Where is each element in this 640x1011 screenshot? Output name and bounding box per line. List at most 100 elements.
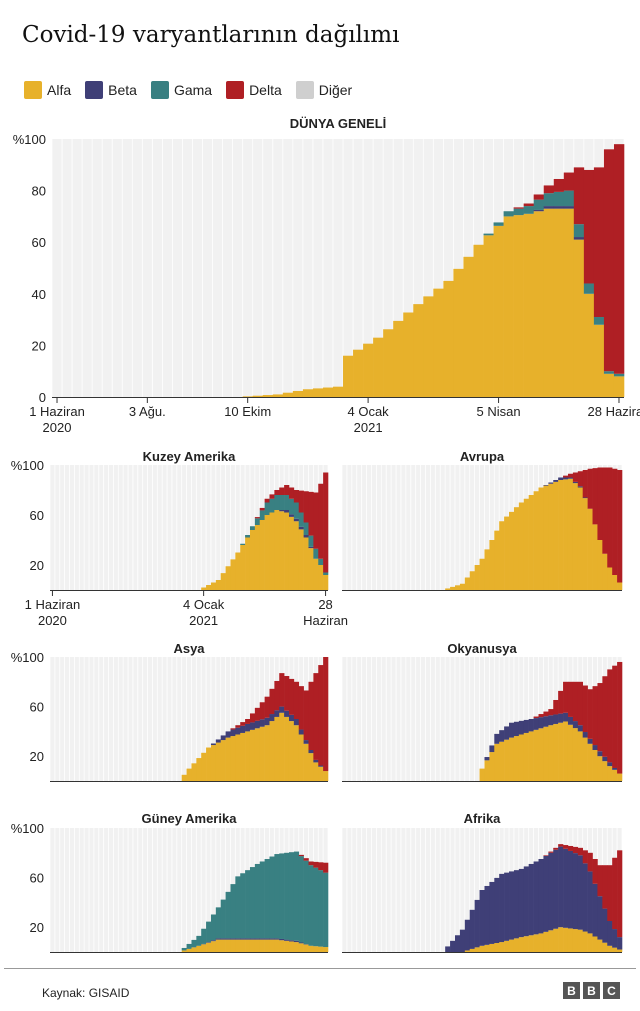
bar-delta <box>563 475 569 478</box>
bar-diger <box>147 828 153 952</box>
bar-beta <box>259 719 265 727</box>
bar-diger <box>453 139 464 397</box>
bar-diger <box>138 828 143 952</box>
bar-gama <box>563 190 575 207</box>
bar-diger <box>55 828 60 952</box>
bar-beta <box>479 890 485 946</box>
bar-diger <box>406 657 411 781</box>
bar-delta <box>303 858 309 861</box>
bar-gama <box>254 863 261 939</box>
bar-diger <box>50 465 55 590</box>
bar-diger <box>84 828 89 952</box>
bar-alfa <box>587 933 593 952</box>
bar-delta <box>587 852 593 872</box>
bar-alfa <box>313 946 319 952</box>
bar-delta <box>230 728 236 730</box>
bar-delta <box>308 491 314 536</box>
bar-diger <box>303 139 313 397</box>
bar-alfa <box>499 942 505 952</box>
x-tick-label: 2021 <box>189 613 218 628</box>
bar-beta <box>504 872 510 941</box>
legend-swatch-beta <box>85 81 104 99</box>
bar-beta <box>215 739 221 743</box>
bar-delta <box>313 492 319 549</box>
bar-alfa <box>245 537 251 590</box>
bar-diger <box>396 828 401 952</box>
bar-delta <box>563 172 575 191</box>
bar-diger <box>376 465 381 590</box>
bar-beta <box>518 720 525 735</box>
bar-delta <box>612 857 618 930</box>
bar-alfa <box>577 929 583 952</box>
bar-diger <box>230 657 235 781</box>
bar-beta <box>308 546 314 549</box>
bar-diger <box>362 828 367 952</box>
bar-beta <box>513 721 520 737</box>
bar-delta <box>587 689 593 739</box>
bar-beta <box>597 896 603 940</box>
bar-beta <box>293 940 300 943</box>
bar-diger <box>99 465 104 590</box>
bar-alfa <box>240 545 246 590</box>
bar-diger <box>162 828 167 952</box>
bar-delta <box>597 865 603 897</box>
chart-title: Kuzey Amerika <box>143 449 236 464</box>
bar-diger <box>191 657 196 781</box>
bar-diger <box>235 465 240 590</box>
bar-diger <box>152 828 157 952</box>
bar-diger <box>366 828 372 952</box>
bar-diger <box>352 828 357 952</box>
bar-diger <box>99 828 104 952</box>
bar-alfa <box>572 929 579 952</box>
bar-diger <box>494 657 499 781</box>
bar-gama <box>279 495 285 510</box>
bar-diger <box>99 657 104 781</box>
bar-diger <box>206 465 211 590</box>
bar-beta <box>509 871 515 940</box>
bar-alfa <box>215 580 221 590</box>
bar-alfa <box>343 355 354 397</box>
bar-diger <box>172 465 177 590</box>
bar-delta <box>602 676 608 757</box>
x-tick-label: 2020 <box>38 613 67 628</box>
bar-alfa <box>617 582 623 590</box>
bar-diger <box>366 465 372 590</box>
bar-diger <box>373 139 383 397</box>
bar-alfa <box>504 739 510 781</box>
bar-alfa <box>313 558 319 590</box>
bar-beta <box>206 942 212 943</box>
bar-diger <box>157 465 162 590</box>
bar-alfa <box>254 728 261 781</box>
bar-gama <box>245 535 251 538</box>
bar-alfa <box>553 481 559 591</box>
legend-label-delta: Delta <box>249 82 282 98</box>
bar-alfa <box>484 944 490 952</box>
bar-delta <box>607 865 613 921</box>
bar-delta <box>288 487 295 499</box>
bar-beta <box>235 938 241 940</box>
bar-diger <box>128 657 133 781</box>
chart-okyanusya: Okyanusya <box>342 641 623 782</box>
bar-beta <box>220 735 226 741</box>
bar-diger <box>50 828 55 952</box>
bar-diger <box>89 828 94 952</box>
bar-gama <box>186 943 192 949</box>
bar-alfa <box>254 525 261 590</box>
bar-diger <box>416 828 421 952</box>
bar-beta <box>269 714 275 722</box>
bar-diger <box>196 657 201 781</box>
bar-delta <box>293 490 300 503</box>
bar-alfa <box>538 487 544 590</box>
bar-delta <box>548 709 554 716</box>
bar-diger <box>416 657 421 781</box>
bar-beta <box>284 510 290 513</box>
bar-diger <box>475 657 480 781</box>
bar-alfa <box>504 940 510 952</box>
bar-diger <box>132 139 142 397</box>
bar-beta <box>533 209 545 212</box>
bar-alfa <box>587 743 593 781</box>
bar-alfa <box>538 728 544 781</box>
bar-gama <box>191 939 197 948</box>
bar-delta <box>533 194 545 200</box>
